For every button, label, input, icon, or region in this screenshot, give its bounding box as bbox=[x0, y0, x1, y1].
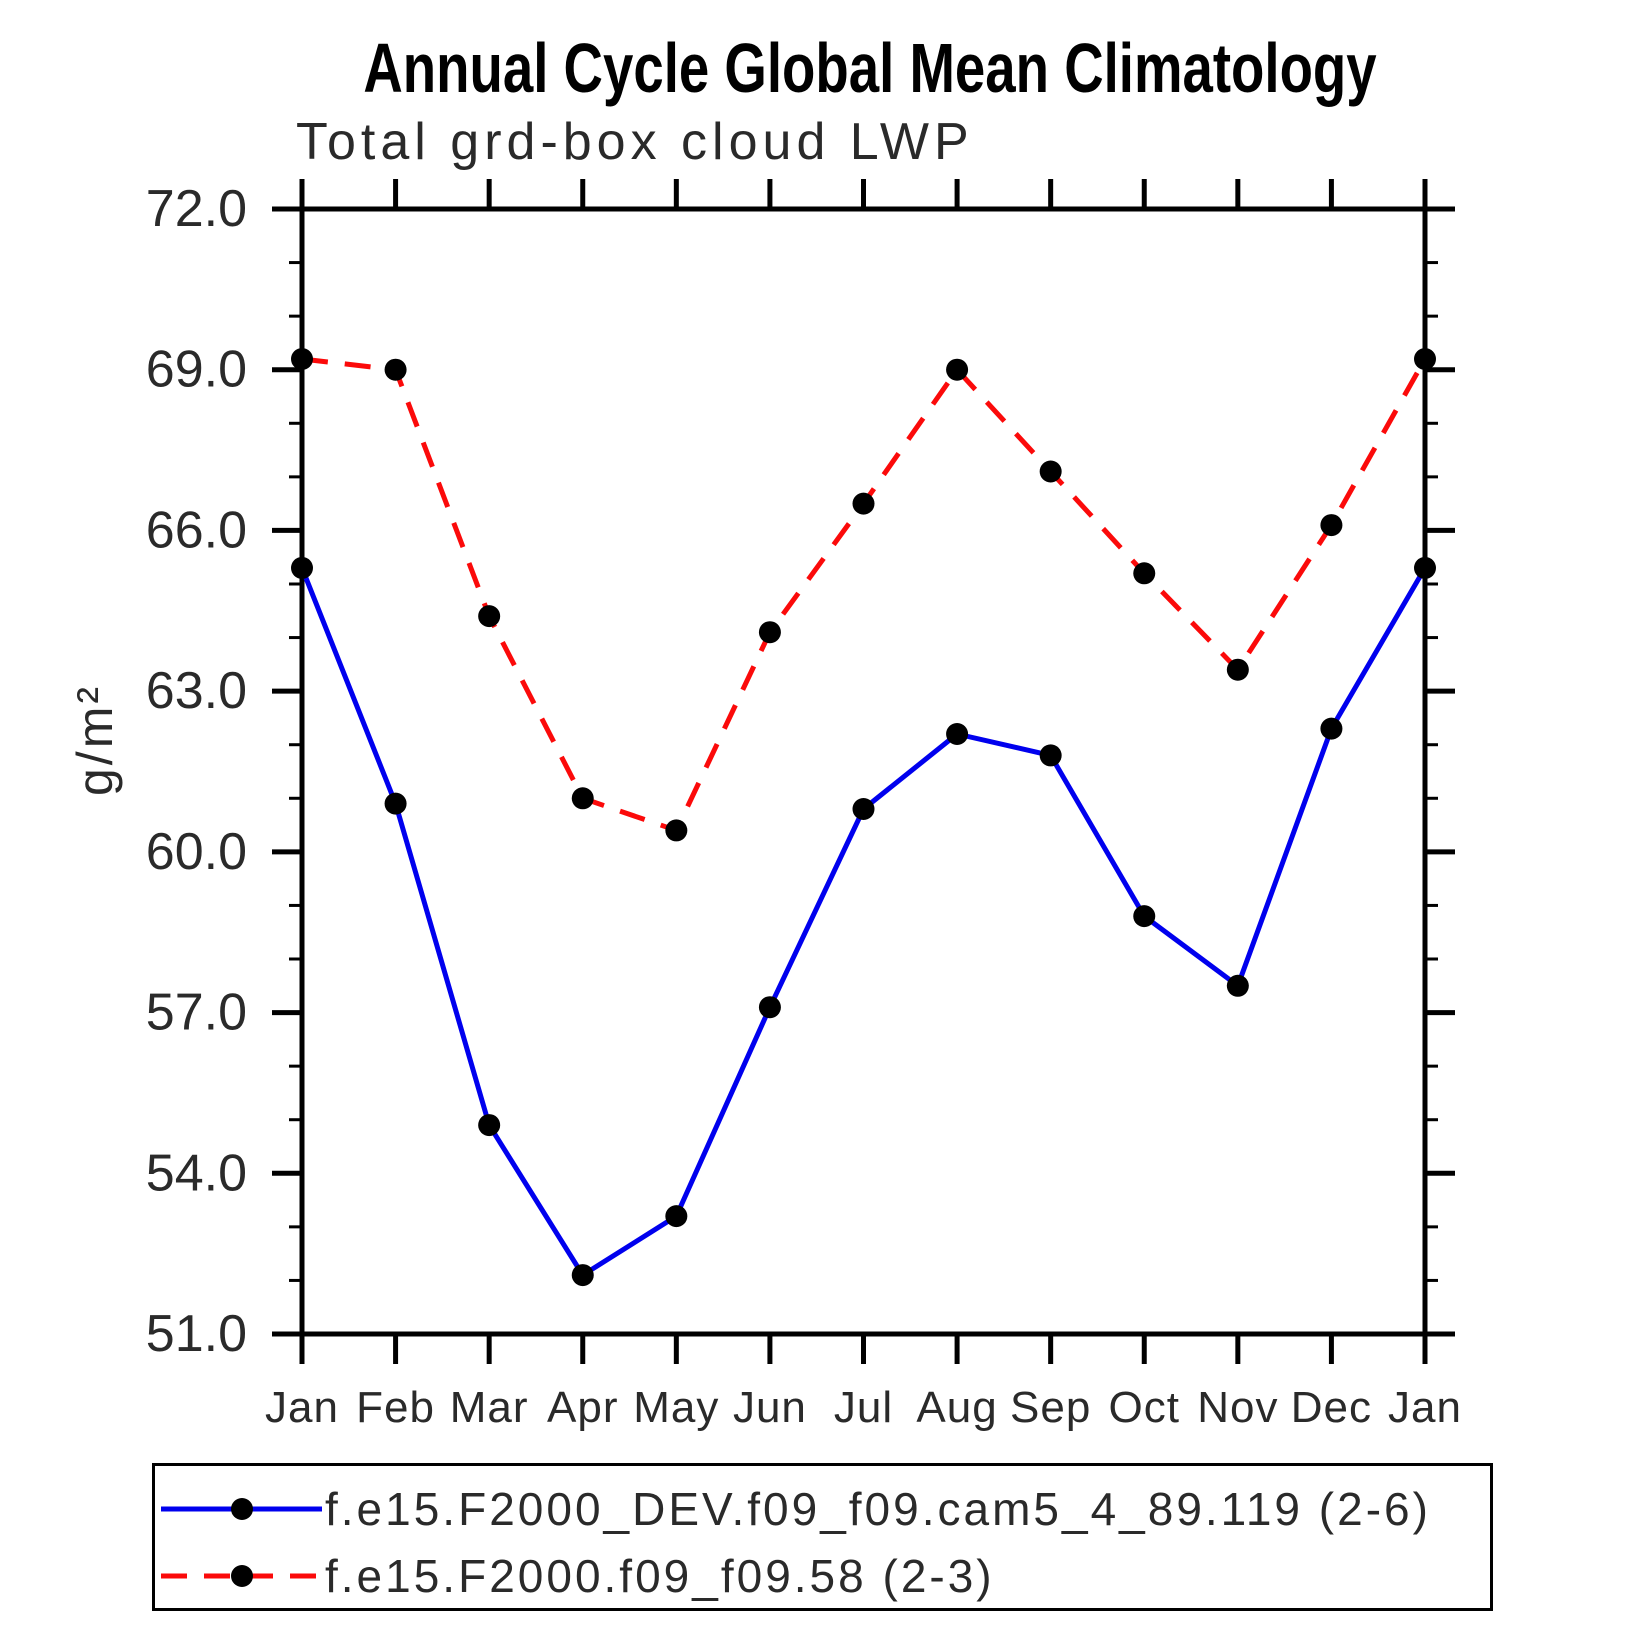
x-tick-label: Nov bbox=[1197, 1383, 1278, 1432]
x-tick-label: Jan bbox=[1388, 1383, 1462, 1432]
data-point-s1 bbox=[1133, 562, 1156, 585]
data-point-s1 bbox=[478, 605, 501, 628]
y-tick-label: 69.0 bbox=[146, 341, 247, 399]
data-point-s0 bbox=[1133, 905, 1156, 928]
data-point-s1 bbox=[1039, 460, 1062, 483]
y-tick-label: 54.0 bbox=[146, 1144, 247, 1202]
data-point-s0 bbox=[1414, 556, 1436, 579]
data-point-s1 bbox=[1414, 348, 1436, 370]
data-point-s0 bbox=[1320, 717, 1343, 740]
y-tick-label: 63.0 bbox=[146, 662, 247, 720]
x-tick-label: Mar bbox=[450, 1383, 529, 1432]
x-tick-label: Jul bbox=[834, 1383, 893, 1432]
data-point-s0 bbox=[384, 792, 407, 815]
legend-line-sample-solid bbox=[161, 1498, 322, 1520]
y-tick-label: 72.0 bbox=[146, 180, 247, 238]
data-point-s0 bbox=[478, 1114, 501, 1137]
chart-subtitle: Total grd-box cloud LWP bbox=[296, 113, 974, 171]
series-line-1 bbox=[301, 356, 1428, 833]
data-point-s0 bbox=[1039, 744, 1062, 767]
legend-item-1: f.e15.F2000.f09_f09.58 (2-3) bbox=[155, 1550, 995, 1602]
data-point-s1 bbox=[758, 621, 781, 644]
series-line-0 bbox=[299, 566, 1428, 1278]
legend-label-1: f.e15.F2000.f09_f09.58 (2-3) bbox=[325, 1550, 995, 1602]
data-point-s1 bbox=[384, 358, 407, 381]
x-tick-label: May bbox=[633, 1383, 719, 1432]
data-point-s0 bbox=[946, 723, 969, 745]
legend: f.e15.F2000_DEV.f09_f09.cam5_4_89.119 (2… bbox=[152, 1463, 1493, 1611]
legend-label-0: f.e15.F2000_DEV.f09_f09.cam5_4_89.119 (2… bbox=[325, 1483, 1431, 1535]
data-point-s1 bbox=[1226, 658, 1249, 681]
x-tick-label: Sep bbox=[1010, 1383, 1091, 1432]
x-tick-label: Oct bbox=[1109, 1383, 1180, 1432]
legend-line-sample-dashed bbox=[161, 1565, 322, 1587]
data-point-s1 bbox=[571, 787, 594, 810]
legend-item-0: f.e15.F2000_DEV.f09_f09.cam5_4_89.119 (2… bbox=[155, 1483, 1431, 1535]
x-tick-label: Apr bbox=[547, 1383, 618, 1432]
x-tick-label: Dec bbox=[1291, 1383, 1372, 1432]
data-point-s0 bbox=[1226, 974, 1249, 997]
chart-title: Annual Cycle Global Mean Climatology bbox=[363, 29, 1377, 107]
axis-frame bbox=[299, 206, 1428, 1337]
data-point-s1 bbox=[665, 819, 688, 842]
x-tick-label: Jan bbox=[265, 1383, 339, 1432]
y-tick-label: 60.0 bbox=[146, 823, 247, 881]
data-point-s0 bbox=[758, 996, 781, 1019]
data-point-s0 bbox=[852, 798, 875, 820]
x-tick-label: Feb bbox=[356, 1383, 435, 1432]
x-tick-label: Aug bbox=[916, 1383, 997, 1432]
y-tick-label: 57.0 bbox=[146, 984, 247, 1042]
data-point-s1 bbox=[946, 358, 969, 381]
data-point-s0 bbox=[571, 1264, 594, 1287]
data-point-s0 bbox=[665, 1205, 688, 1228]
data-point-s1 bbox=[852, 492, 875, 515]
data-point-s1 bbox=[1320, 514, 1343, 537]
data-point-s0 bbox=[291, 556, 313, 579]
y-tick-label: 51.0 bbox=[146, 1305, 247, 1363]
data-point-s1 bbox=[291, 348, 313, 370]
y-tick-label: 66.0 bbox=[146, 501, 247, 559]
x-tick-label: Jun bbox=[733, 1383, 807, 1432]
